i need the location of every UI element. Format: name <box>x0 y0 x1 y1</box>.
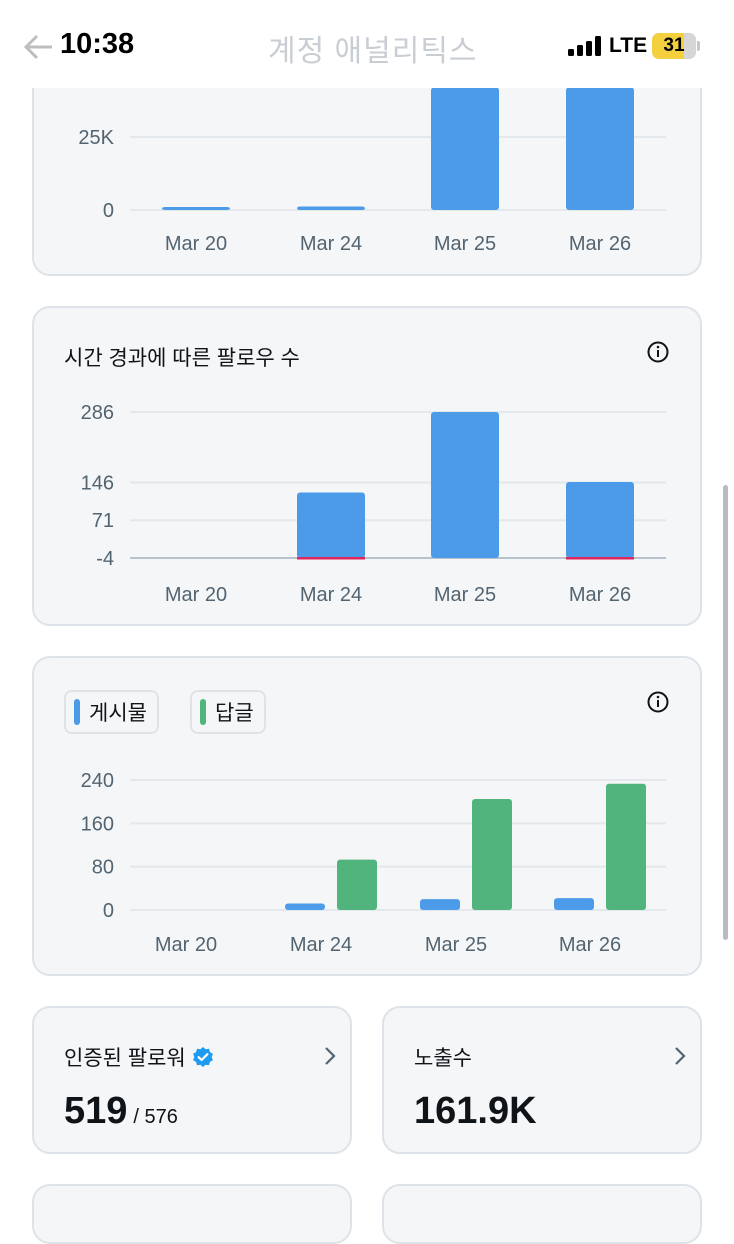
x-tick-label: Mar 25 <box>425 934 487 956</box>
followers-chart-card: 시간 경과에 따른 팔로우 수 286 146 71 -4 Mar 20 Mar 24 Ma… <box>32 306 702 626</box>
bar-replies <box>472 798 512 910</box>
legend-label-replies: 답글 <box>215 702 254 725</box>
x-tick-label: Mar 25 <box>434 233 496 255</box>
x-tick-label: Mar 26 <box>569 233 631 255</box>
y-tick-label: 71 <box>92 510 114 532</box>
status-bar: 계정 애널리틱스 10:38 LTE 31 <box>0 0 734 88</box>
stat-title-text: 인증된 팔로워 <box>64 1047 186 1070</box>
verified-count: 519 <box>64 1090 128 1132</box>
partial-card-left <box>32 1184 352 1244</box>
bar-replies <box>337 859 377 910</box>
stat-value: 161.9K <box>414 1090 537 1132</box>
x-tick-label: Mar 26 <box>569 584 631 606</box>
bar-posts <box>420 899 460 910</box>
info-icon[interactable] <box>646 690 670 714</box>
y-tick-label: 160 <box>81 813 114 835</box>
y-tick-label: -4 <box>96 548 114 570</box>
posts-replies-chart-card: 게시물 답글 240 160 80 0 Mar 20 Mar 24 Mar 25 Mar 26 <box>32 656 702 976</box>
legend-posts[interactable]: 게시물 <box>64 690 159 734</box>
bar-positive <box>431 412 499 558</box>
y-tick-label: 286 <box>81 402 114 424</box>
bar-posts <box>285 903 325 910</box>
bar <box>566 87 634 210</box>
stat-title: 인증된 팔로워 <box>64 1042 214 1072</box>
impressions-bar-chart: 25K 0 Mar 20 Mar 24 Mar 25 Mar 26 <box>78 87 666 255</box>
impressions-card[interactable]: 노출수 161.9K <box>382 1006 702 1154</box>
y-tick-label: 80 <box>92 857 114 879</box>
x-tick-label: Mar 20 <box>165 584 227 606</box>
bar <box>431 87 499 210</box>
bar <box>162 207 230 210</box>
stat-value: 519/ 576 <box>64 1090 178 1133</box>
battery-icon: 31 <box>652 33 696 59</box>
verified-followers-card[interactable]: 인증된 팔로워 519/ 576 <box>32 1006 352 1154</box>
partial-card-right <box>382 1184 702 1244</box>
y-tick-label: 0 <box>103 200 114 222</box>
legend-swatch-replies <box>200 699 206 725</box>
y-tick-label: 25K <box>78 127 114 149</box>
legend-swatch-posts <box>74 699 80 725</box>
legend-label-posts: 게시물 <box>89 702 147 725</box>
x-tick-label: Mar 20 <box>155 934 217 956</box>
followers-bar-chart: 286 146 71 -4 Mar 20 Mar 24 Mar 25 Mar 26 <box>81 402 666 606</box>
page-title: 계정 애널리틱스 <box>268 35 478 68</box>
follower-total: / 576 <box>133 1106 178 1128</box>
posts-replies-bar-chart: 240 160 80 0 Mar 20 Mar 24 Mar 25 Mar 26 <box>81 770 666 956</box>
bar-negative <box>297 557 365 560</box>
stat-title: 노출수 <box>414 1047 472 1070</box>
bar <box>297 206 365 210</box>
back-arrow-icon[interactable] <box>22 30 56 64</box>
x-tick-label: Mar 24 <box>300 584 362 606</box>
x-tick-label: Mar 20 <box>165 233 227 255</box>
chevron-right-icon <box>325 1047 336 1065</box>
verified-badge-icon <box>192 1047 213 1067</box>
bar-negative <box>566 557 634 560</box>
bar-positive <box>566 481 634 558</box>
signal-icon <box>568 36 601 56</box>
bar-posts <box>554 898 594 910</box>
y-tick-label: 240 <box>81 770 114 792</box>
y-tick-label: 0 <box>103 900 114 922</box>
battery-tip <box>697 41 700 51</box>
chevron-right-icon <box>675 1047 686 1065</box>
clock: 10:38 <box>60 28 135 60</box>
card-title: 시간 경과에 따른 팔로우 수 <box>64 347 300 370</box>
legend-replies[interactable]: 답글 <box>190 690 266 734</box>
battery-level: 31 <box>663 35 685 56</box>
x-tick-label: Mar 26 <box>559 934 621 956</box>
bar-replies <box>606 783 646 910</box>
x-tick-label: Mar 24 <box>300 233 362 255</box>
info-icon[interactable] <box>646 340 670 364</box>
scrollbar[interactable] <box>723 485 728 940</box>
x-tick-label: Mar 24 <box>290 934 352 956</box>
bar-positive <box>297 492 365 558</box>
y-tick-label: 146 <box>81 472 114 494</box>
x-tick-label: Mar 25 <box>434 584 496 606</box>
network-label: LTE <box>609 34 648 57</box>
